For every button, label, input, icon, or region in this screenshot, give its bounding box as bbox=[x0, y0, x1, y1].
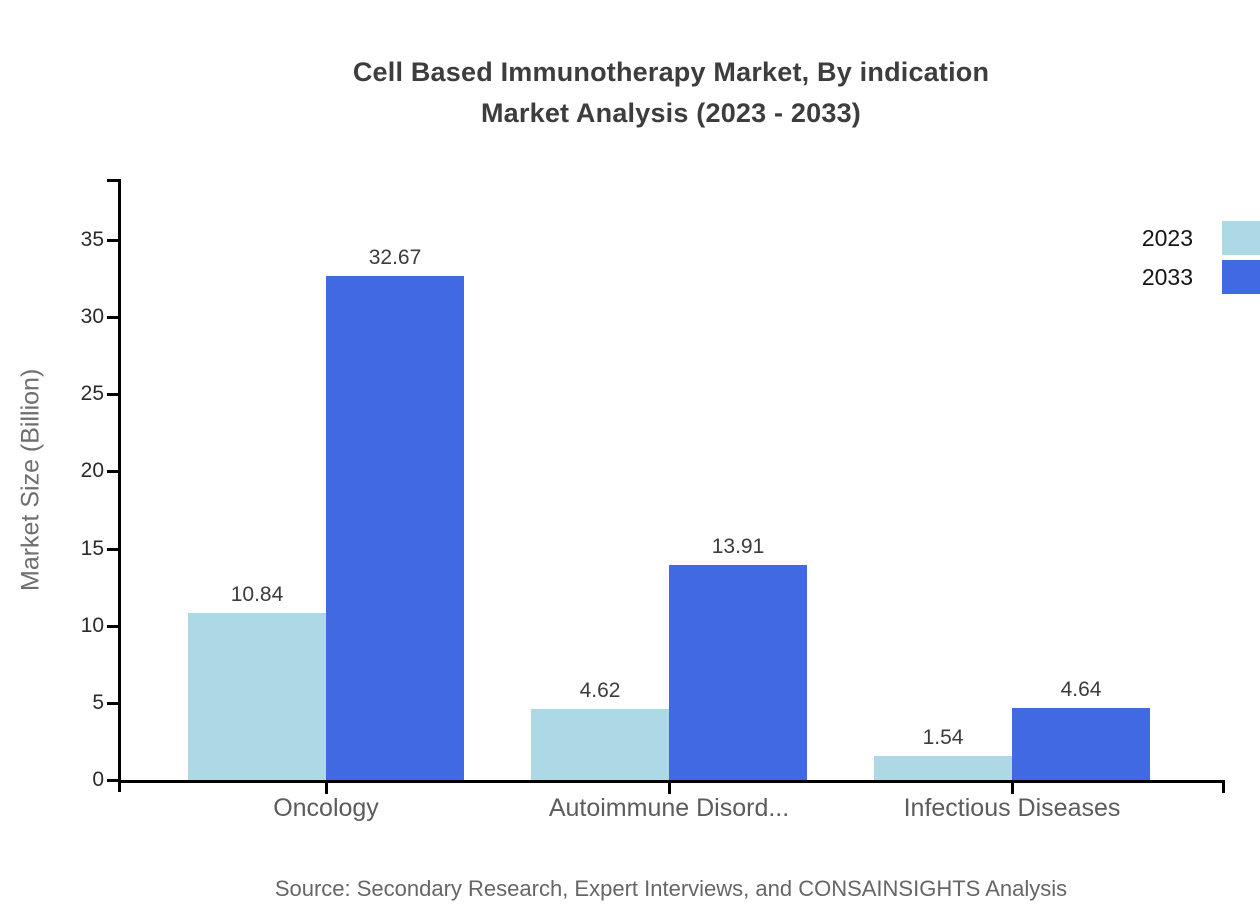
y-tick-label-10: 10 bbox=[80, 614, 104, 637]
x-tick-oncology bbox=[325, 782, 328, 794]
category-label-oncology: Oncology bbox=[273, 794, 379, 822]
bar-2023-oncology bbox=[188, 613, 326, 780]
chart-title-line1: Cell Based Immunotherapy Market, By indi… bbox=[352, 57, 990, 87]
x-axis-end-cap bbox=[1222, 780, 1225, 793]
x-tick-autoimmune-disord bbox=[668, 782, 671, 794]
x-axis-line bbox=[118, 780, 1225, 783]
chart-title-line2: Market Analysis (2023 - 2033) bbox=[480, 98, 861, 128]
bar-2023-infectious-diseases bbox=[874, 756, 1012, 780]
y-tick-5 bbox=[107, 702, 119, 705]
legend-swatch-2033 bbox=[1222, 260, 1260, 294]
category-label-infectious-diseases: Infectious Diseases bbox=[903, 794, 1121, 822]
chart-title: Cell Based Immunotherapy Market, By indi… bbox=[120, 52, 1222, 134]
y-tick-label-35: 35 bbox=[80, 228, 104, 251]
value-label-2023-autoimmune-disord: 4.62 bbox=[579, 679, 621, 702]
y-tick-10 bbox=[107, 625, 119, 628]
legend-item-2033: 2033 bbox=[1100, 260, 1260, 294]
y-tick-label-15: 15 bbox=[80, 537, 104, 560]
value-label-2023-infectious-diseases: 1.54 bbox=[922, 726, 964, 749]
x-tick-infectious-diseases bbox=[1011, 782, 1014, 794]
y-tick-label-30: 30 bbox=[80, 305, 104, 328]
bar-2033-oncology bbox=[326, 276, 464, 780]
legend-swatch-2023 bbox=[1222, 221, 1260, 255]
y-tick-0 bbox=[107, 779, 119, 782]
y-tick-30 bbox=[107, 316, 119, 319]
value-label-2023-oncology: 10.84 bbox=[230, 583, 284, 606]
y-tick-label-5: 5 bbox=[92, 691, 104, 714]
y-tick-label-0: 0 bbox=[92, 768, 104, 791]
legend-item-2023: 2023 bbox=[1100, 221, 1260, 255]
bar-2033-autoimmune-disord bbox=[669, 565, 807, 780]
y-axis-line bbox=[118, 179, 121, 792]
y-tick-label-20: 20 bbox=[80, 459, 104, 482]
value-label-2033-oncology: 32.67 bbox=[368, 246, 422, 269]
bar-2033-infectious-diseases bbox=[1012, 708, 1150, 780]
legend-label-2033: 2033 bbox=[1141, 264, 1193, 290]
y-tick-25 bbox=[107, 393, 119, 396]
y-tick-35 bbox=[107, 239, 119, 242]
y-tick-15 bbox=[107, 548, 119, 551]
value-label-2033-autoimmune-disord: 13.91 bbox=[711, 535, 765, 558]
y-tick-label-25: 25 bbox=[80, 382, 104, 405]
value-label-2033-infectious-diseases: 4.64 bbox=[1060, 678, 1102, 701]
y-axis-top-cap bbox=[107, 179, 119, 182]
y-tick-20 bbox=[107, 470, 119, 473]
legend-label-2023: 2023 bbox=[1141, 225, 1193, 251]
source-note: Source: Secondary Research, Expert Inter… bbox=[274, 876, 1068, 901]
bar-2023-autoimmune-disord bbox=[531, 709, 669, 780]
category-label-autoimmune-disord: Autoimmune Disord... bbox=[548, 794, 790, 822]
